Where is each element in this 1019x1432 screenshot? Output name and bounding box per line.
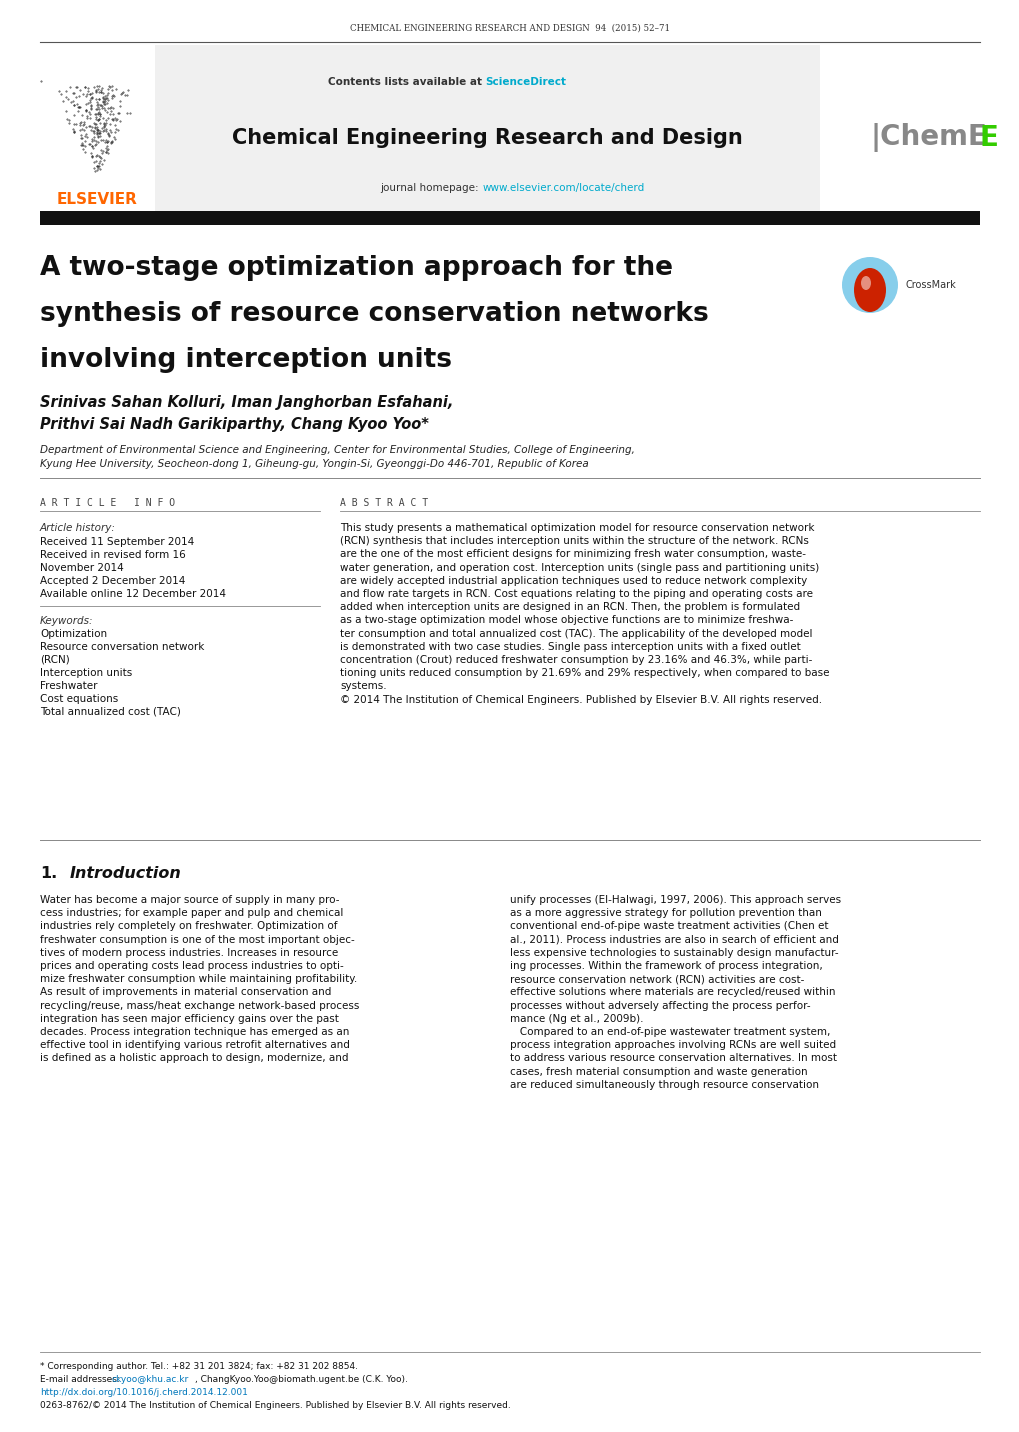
Text: Resource conversation network: Resource conversation network bbox=[40, 642, 204, 652]
Text: mance (Ng et al., 2009b).: mance (Ng et al., 2009b). bbox=[510, 1014, 643, 1024]
Text: © 2014 The Institution of Chemical Engineers. Published by Elsevier B.V. All rig: © 2014 The Institution of Chemical Engin… bbox=[339, 695, 821, 705]
Text: Prithvi Sai Nadh Garikiparthy, Chang Kyoo Yoo*: Prithvi Sai Nadh Garikiparthy, Chang Kyo… bbox=[40, 417, 428, 432]
Text: Water has become a major source of supply in many pro-: Water has become a major source of suppl… bbox=[40, 895, 339, 905]
Text: integration has seen major efficiency gains over the past: integration has seen major efficiency ga… bbox=[40, 1014, 338, 1024]
Text: , ChangKyoo.Yoo@biomath.ugent.be (C.K. Yoo).: , ChangKyoo.Yoo@biomath.ugent.be (C.K. Y… bbox=[195, 1375, 408, 1383]
Text: unify processes (El-Halwagi, 1997, 2006). This approach serves: unify processes (El-Halwagi, 1997, 2006)… bbox=[510, 895, 841, 905]
Text: Srinivas Sahan Kolluri, Iman Janghorban Esfahani,: Srinivas Sahan Kolluri, Iman Janghorban … bbox=[40, 395, 452, 410]
Text: Article history:: Article history: bbox=[40, 523, 116, 533]
Text: Available online 12 December 2014: Available online 12 December 2014 bbox=[40, 589, 226, 599]
Text: effective solutions where materials are recycled/reused within: effective solutions where materials are … bbox=[510, 988, 835, 998]
Text: is defined as a holistic approach to design, modernize, and: is defined as a holistic approach to des… bbox=[40, 1054, 348, 1064]
Text: ELSEVIER: ELSEVIER bbox=[56, 192, 138, 208]
Text: Freshwater: Freshwater bbox=[40, 682, 98, 692]
Text: CHEMICAL ENGINEERING RESEARCH AND DESIGN  94  (2015) 52–71: CHEMICAL ENGINEERING RESEARCH AND DESIGN… bbox=[350, 23, 669, 33]
Text: 1.: 1. bbox=[40, 866, 57, 881]
Text: is demonstrated with two case studies. Single pass interception units with a fix: is demonstrated with two case studies. S… bbox=[339, 642, 800, 652]
Text: 0263-8762/© 2014 The Institution of Chemical Engineers. Published by Elsevier B.: 0263-8762/© 2014 The Institution of Chem… bbox=[40, 1400, 511, 1411]
Text: * Corresponding author. Tel.: +82 31 201 3824; fax: +82 31 202 8854.: * Corresponding author. Tel.: +82 31 201… bbox=[40, 1362, 358, 1370]
Text: Received in revised form 16: Received in revised form 16 bbox=[40, 550, 185, 560]
Text: This study presents a mathematical optimization model for resource conservation : This study presents a mathematical optim… bbox=[339, 523, 814, 533]
Text: cess industries; for example paper and pulp and chemical: cess industries; for example paper and p… bbox=[40, 908, 343, 918]
Text: systems.: systems. bbox=[339, 682, 386, 692]
Circle shape bbox=[841, 256, 897, 314]
Text: industries rely completely on freshwater. Optimization of: industries rely completely on freshwater… bbox=[40, 921, 337, 931]
Text: Introduction: Introduction bbox=[70, 866, 181, 881]
Text: Chemical Engineering Research and Design: Chemical Engineering Research and Design bbox=[232, 127, 742, 147]
Text: water generation, and operation cost. Interception units (single pass and partit: water generation, and operation cost. In… bbox=[339, 563, 818, 573]
Text: mize freshwater consumption while maintaining profitability.: mize freshwater consumption while mainta… bbox=[40, 974, 357, 984]
Text: A two-stage optimization approach for the: A two-stage optimization approach for th… bbox=[40, 255, 673, 281]
Text: added when interception units are designed in an RCN. Then, the problem is formu: added when interception units are design… bbox=[339, 603, 799, 613]
Text: A B S T R A C T: A B S T R A C T bbox=[339, 498, 428, 508]
Text: processes without adversely affecting the process perfor-: processes without adversely affecting th… bbox=[510, 1001, 810, 1011]
Text: Cost equations: Cost equations bbox=[40, 695, 118, 705]
Text: conventional end-of-pipe waste treatment activities (Chen et: conventional end-of-pipe waste treatment… bbox=[510, 921, 827, 931]
Text: Received 11 September 2014: Received 11 September 2014 bbox=[40, 537, 194, 547]
Text: Keywords:: Keywords: bbox=[40, 616, 94, 626]
Text: A R T I C L E   I N F O: A R T I C L E I N F O bbox=[40, 498, 175, 508]
Text: effective tool in identifying various retrofit alternatives and: effective tool in identifying various re… bbox=[40, 1040, 350, 1050]
Text: ckyoo@khu.ac.kr: ckyoo@khu.ac.kr bbox=[112, 1375, 190, 1383]
Text: cases, fresh material consumption and waste generation: cases, fresh material consumption and wa… bbox=[510, 1067, 807, 1077]
Text: concentration (Crout) reduced freshwater consumption by 23.16% and 46.3%, while : concentration (Crout) reduced freshwater… bbox=[339, 654, 811, 664]
Text: as a more aggressive strategy for pollution prevention than: as a more aggressive strategy for pollut… bbox=[510, 908, 821, 918]
Text: CrossMark: CrossMark bbox=[904, 281, 955, 291]
Ellipse shape bbox=[853, 268, 886, 312]
Text: decades. Process integration technique has emerged as an: decades. Process integration technique h… bbox=[40, 1027, 350, 1037]
Text: tives of modern process industries. Increases in resource: tives of modern process industries. Incr… bbox=[40, 948, 338, 958]
Text: (RCN): (RCN) bbox=[40, 654, 69, 664]
Text: to address various resource conservation alternatives. In most: to address various resource conservation… bbox=[510, 1054, 837, 1064]
Bar bbox=[155, 44, 819, 215]
Text: are widely accepted industrial application techniques used to reduce network com: are widely accepted industrial applicati… bbox=[339, 576, 806, 586]
Text: al., 2011). Process industries are also in search of efficient and: al., 2011). Process industries are also … bbox=[510, 935, 838, 945]
Text: ing processes. Within the framework of process integration,: ing processes. Within the framework of p… bbox=[510, 961, 822, 971]
Bar bbox=[40, 44, 155, 215]
Text: recycling/reuse, mass/heat exchange network-based process: recycling/reuse, mass/heat exchange netw… bbox=[40, 1001, 359, 1011]
Text: E-mail addresses:: E-mail addresses: bbox=[40, 1375, 122, 1383]
Text: Optimization: Optimization bbox=[40, 629, 107, 639]
Text: less expensive technologies to sustainably design manufactur-: less expensive technologies to sustainab… bbox=[510, 948, 838, 958]
Text: journal homepage:: journal homepage: bbox=[380, 183, 482, 193]
Text: are the one of the most efficient designs for minimizing fresh water consumption: are the one of the most efficient design… bbox=[339, 550, 805, 560]
Text: http://dx.doi.org/10.1016/j.cherd.2014.12.001: http://dx.doi.org/10.1016/j.cherd.2014.1… bbox=[40, 1388, 248, 1398]
Text: E: E bbox=[978, 125, 997, 152]
Text: ScienceDirect: ScienceDirect bbox=[485, 77, 566, 87]
Text: Interception units: Interception units bbox=[40, 667, 132, 677]
Text: and flow rate targets in RCN. Cost equations relating to the piping and operatin: and flow rate targets in RCN. Cost equat… bbox=[339, 589, 812, 599]
Text: (RCN) synthesis that includes interception units within the structure of the net: (RCN) synthesis that includes intercepti… bbox=[339, 536, 808, 546]
Text: involving interception units: involving interception units bbox=[40, 347, 451, 372]
Text: ter consumption and total annualized cost (TAC). The applicability of the develo: ter consumption and total annualized cos… bbox=[339, 629, 812, 639]
Text: as a two-stage optimization model whose objective functions are to minimize fres: as a two-stage optimization model whose … bbox=[339, 616, 793, 626]
Bar bbox=[40, 211, 979, 225]
Text: resource conservation network (RCN) activities are cost-: resource conservation network (RCN) acti… bbox=[510, 974, 804, 984]
Text: Kyung Hee University, Seocheon-dong 1, Giheung-gu, Yongin-Si, Gyeonggi-Do 446-70: Kyung Hee University, Seocheon-dong 1, G… bbox=[40, 460, 588, 470]
Text: Compared to an end-of-pipe wastewater treatment system,: Compared to an end-of-pipe wastewater tr… bbox=[510, 1027, 829, 1037]
Text: synthesis of resource conservation networks: synthesis of resource conservation netwo… bbox=[40, 301, 708, 326]
Ellipse shape bbox=[860, 276, 870, 291]
Text: process integration approaches involving RCNs are well suited: process integration approaches involving… bbox=[510, 1040, 836, 1050]
Text: Department of Environmental Science and Engineering, Center for Environmental St: Department of Environmental Science and … bbox=[40, 445, 634, 455]
Text: prices and operating costs lead process industries to opti-: prices and operating costs lead process … bbox=[40, 961, 343, 971]
Text: Accepted 2 December 2014: Accepted 2 December 2014 bbox=[40, 576, 185, 586]
Text: November 2014: November 2014 bbox=[40, 563, 123, 573]
Text: Total annualized cost (TAC): Total annualized cost (TAC) bbox=[40, 707, 180, 717]
Text: As result of improvements in material conservation and: As result of improvements in material co… bbox=[40, 988, 331, 998]
Text: are reduced simultaneously through resource conservation: are reduced simultaneously through resou… bbox=[510, 1080, 818, 1090]
Text: |ChemE: |ChemE bbox=[869, 123, 986, 152]
Text: tioning units reduced consumption by 21.69% and 29% respectively, when compared : tioning units reduced consumption by 21.… bbox=[339, 669, 828, 679]
Text: freshwater consumption is one of the most important objec-: freshwater consumption is one of the mos… bbox=[40, 935, 355, 945]
Text: Contents lists available at: Contents lists available at bbox=[327, 77, 485, 87]
Text: www.elsevier.com/locate/cherd: www.elsevier.com/locate/cherd bbox=[482, 183, 644, 193]
